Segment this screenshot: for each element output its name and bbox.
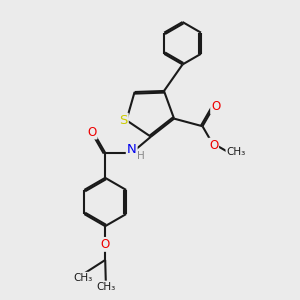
Text: O: O <box>211 100 220 113</box>
Text: H: H <box>137 151 144 161</box>
Text: O: O <box>100 238 110 251</box>
Text: CH₃: CH₃ <box>96 281 116 292</box>
Text: S: S <box>119 114 128 127</box>
Text: CH₃: CH₃ <box>74 273 93 283</box>
Text: O: O <box>87 125 97 139</box>
Text: N: N <box>127 143 136 156</box>
Text: O: O <box>209 139 218 152</box>
Text: CH₃: CH₃ <box>226 147 246 158</box>
